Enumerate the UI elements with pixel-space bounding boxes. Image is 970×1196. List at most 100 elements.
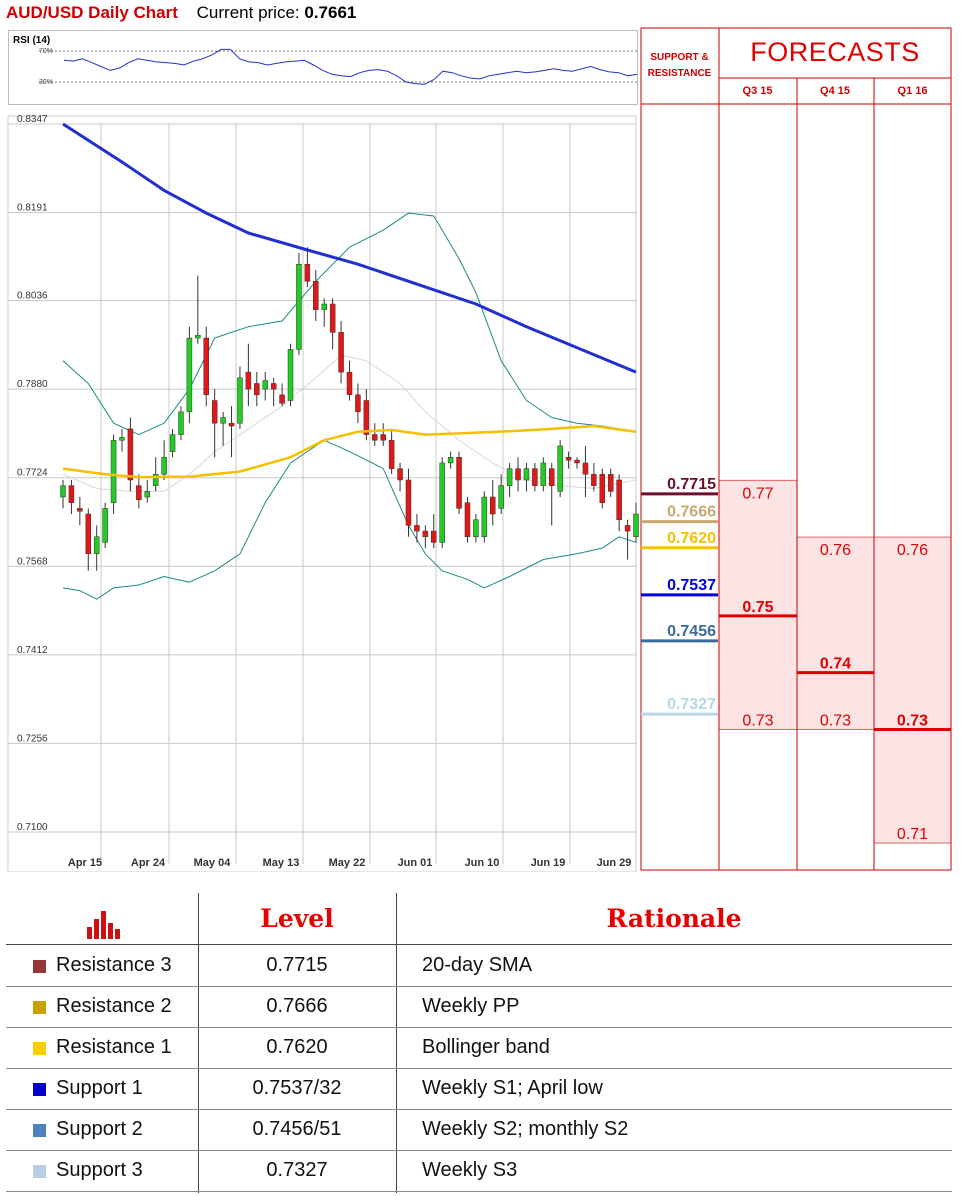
candle-body — [60, 485, 66, 498]
rsi-plot — [39, 48, 637, 85]
quarter-label-q3: Q3 15 — [742, 85, 773, 97]
plot-frame — [7, 115, 637, 872]
candle-body — [633, 513, 639, 538]
candle-body — [245, 371, 252, 390]
level-name: Support 1 — [56, 1077, 143, 1099]
candle-body — [329, 303, 336, 333]
level-color-swatch — [33, 960, 46, 973]
level-color-swatch — [33, 1124, 46, 1137]
candle-body — [211, 400, 218, 424]
candle-body — [77, 508, 83, 512]
candle-body — [346, 371, 353, 396]
candle-body — [270, 383, 277, 390]
level-value: 0.7537/32 — [252, 1077, 342, 1099]
level-rationale: Weekly PP — [422, 995, 520, 1017]
level-color-swatch — [33, 1042, 46, 1055]
sr-title-line2: RESISTANCE — [647, 68, 712, 79]
rsi-panel: RSI (14) 70% 30% — [8, 30, 638, 105]
candle-body — [203, 337, 209, 396]
y-tick-label: 0.8036 — [17, 291, 48, 302]
y-tick-label: 0.7100 — [17, 822, 48, 833]
level-name: Resistance 3 — [56, 954, 172, 976]
candle-body — [85, 513, 92, 555]
level-label: 0.7537 — [667, 577, 716, 594]
candle-body — [380, 434, 386, 441]
forecast-value: 0.75 — [742, 599, 773, 616]
table-row: Resistance 1 0.7620 Bollinger band — [6, 1027, 952, 1069]
level-label: 0.7620 — [667, 530, 716, 547]
forecast-value: 0.71 — [897, 826, 928, 843]
candle-body — [178, 411, 184, 435]
candle-body — [110, 439, 117, 503]
level-label: 0.7666 — [667, 504, 716, 521]
y-tick-label: 0.8191 — [17, 203, 48, 214]
candle-body — [574, 459, 580, 464]
level-rationale: Weekly S3 — [422, 1159, 518, 1181]
forecast-value: 0.76 — [897, 542, 928, 559]
candle-body — [144, 491, 151, 498]
candle-body — [515, 468, 521, 481]
candle-body — [237, 377, 243, 424]
current-price-label: Current price: — [196, 3, 300, 22]
bollinger-lower-line — [62, 439, 637, 600]
candle-body — [372, 434, 378, 441]
forecast-range — [718, 479, 798, 730]
moving-average-short-line — [62, 424, 637, 479]
bollinger-upper-line — [62, 212, 637, 436]
candle-body — [431, 530, 437, 543]
candle-body — [161, 457, 167, 475]
bar-chart-icon — [87, 911, 120, 939]
forecast-value: 0.73 — [742, 712, 773, 729]
x-tick-label: Jun 10 — [465, 857, 500, 869]
candle-body — [338, 332, 344, 373]
support-resistance-header: SUPPORT & RESISTANCE — [641, 28, 718, 104]
candle-body — [616, 479, 622, 520]
level-value: 0.7327 — [266, 1159, 328, 1181]
quarter-label-q1: Q1 16 — [897, 85, 928, 97]
forecasts-title: FORECASTS — [750, 37, 920, 67]
level-name: Support 3 — [56, 1159, 143, 1181]
candle-body — [439, 462, 445, 543]
current-price-value: 0.7661 — [304, 3, 357, 22]
candle-body — [355, 394, 361, 413]
level-value: 0.7666 — [266, 995, 328, 1017]
level-label: 0.7456 — [667, 623, 716, 640]
candle-body — [296, 263, 302, 350]
level-rationale: Weekly S2; monthly S2 — [422, 1118, 629, 1140]
candle-body — [93, 536, 100, 555]
candle-body — [152, 474, 159, 486]
x-tick-label: Jun 29 — [597, 857, 632, 869]
level-name: Resistance 2 — [56, 995, 172, 1017]
rsi-line — [63, 48, 637, 85]
panel-border — [640, 27, 952, 871]
candle-body — [304, 263, 311, 282]
y-tick-label: 0.7724 — [17, 468, 48, 479]
level-value: 0.7620 — [266, 1036, 328, 1058]
table-row: Support 3 0.7327 Weekly S3 — [6, 1150, 952, 1192]
chart-title: AUD/USD Daily Chart — [6, 3, 178, 22]
level-color-swatch — [33, 1001, 46, 1014]
candle-body — [523, 468, 530, 481]
table-row: Support 2 0.7456/51 Weekly S2; monthly S2 — [6, 1109, 952, 1151]
candle-body — [490, 496, 496, 515]
y-tick-label: 0.8347 — [17, 114, 48, 125]
x-tick-label: May 22 — [329, 857, 366, 869]
candle-body — [565, 457, 572, 461]
level-name: Support 2 — [56, 1118, 143, 1140]
table-row: Resistance 3 0.7715 20-day SMA — [6, 945, 952, 987]
candle-body — [228, 422, 235, 427]
candle-body — [397, 468, 403, 481]
candle-body — [532, 468, 538, 486]
candle-body — [186, 337, 193, 413]
candle-body — [119, 437, 125, 441]
level-name: Resistance 1 — [56, 1036, 172, 1058]
candle-body — [481, 496, 488, 538]
chart-header: AUD/USD Daily Chart Current price: 0.766… — [6, 2, 356, 24]
x-tick-label: Jun 19 — [531, 857, 566, 869]
x-tick-label: May 04 — [194, 857, 232, 869]
candle-body — [599, 474, 606, 503]
rsi-level-high: 70% — [39, 48, 54, 55]
forecast-value: 0.73 — [820, 712, 851, 729]
rsi-label: RSI (14) — [13, 35, 51, 46]
sr-title-line1: SUPPORT & — [650, 52, 709, 63]
